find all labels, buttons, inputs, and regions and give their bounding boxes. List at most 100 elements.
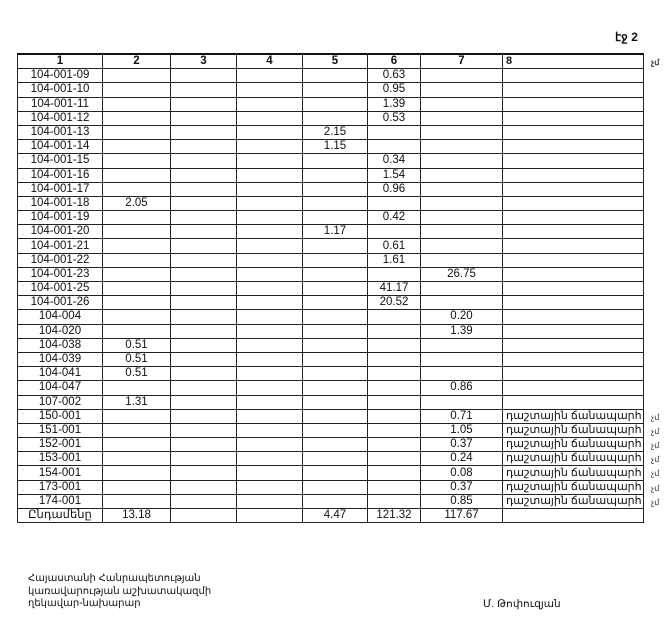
table-cell — [367, 380, 421, 396]
table-cell — [420, 238, 503, 254]
table-row: 104-001-21 0.61 — [17, 238, 644, 254]
table-cell: 41.17 — [367, 280, 421, 297]
row-suffix: չմ — [651, 483, 660, 493]
title-line: կառավարության աշխատակազմի — [28, 585, 212, 597]
cell-text: 104-041 — [38, 367, 82, 380]
table-cell — [302, 493, 368, 510]
table-cell — [502, 252, 644, 268]
table-cell: 104-001-21 — [17, 238, 103, 254]
table-cell: դաշտային ճանապարհ չմ — [502, 422, 659, 439]
table-cell — [236, 82, 303, 98]
table-row: 104-004 0.20 — [17, 309, 644, 325]
table-cell: 0.42 — [367, 210, 421, 226]
cell-text: 104-001-26 — [30, 296, 90, 309]
table-cell — [502, 266, 644, 283]
table-cell — [302, 437, 368, 453]
table-cell — [102, 96, 171, 112]
table-cell — [302, 479, 368, 495]
table-cell: 104-001-25 — [17, 280, 103, 297]
table-cell — [302, 295, 368, 311]
table-cell: 0.37 — [420, 437, 503, 453]
table-row: 104-001-12 0.53 — [17, 110, 644, 126]
table-cell — [502, 309, 644, 325]
table-cell — [236, 479, 303, 495]
table-row: 104-039 0.51 — [17, 351, 644, 368]
cell-text: 6 — [390, 55, 398, 68]
table-cell — [367, 422, 421, 439]
table-cell: 4.47 — [302, 507, 368, 524]
table-cell — [420, 337, 503, 353]
table-cell — [236, 323, 303, 339]
table-cell — [102, 493, 171, 510]
cell-text: 104-004 — [38, 310, 82, 323]
cell-text: 104-039 — [38, 353, 82, 366]
table-cell — [236, 124, 303, 141]
cell-text: 174-001 — [38, 494, 82, 507]
cell-text: դաշտային ճանապարհ — [506, 494, 642, 507]
table-cell — [302, 422, 368, 439]
table-cell — [170, 153, 237, 169]
table-cell: 121.32 — [367, 507, 421, 524]
cell-text: 104-001-22 — [30, 253, 90, 266]
table-cell — [236, 408, 303, 424]
table-cell — [302, 153, 368, 169]
table-row: 104-001-17 0.96 — [17, 181, 644, 197]
table-cell: 2.05 — [102, 195, 171, 212]
table-cell: դաշտային ճանապարհ չմ — [502, 437, 659, 453]
table-cell: 0.24 — [420, 451, 503, 467]
cell-text: 0.95 — [382, 83, 406, 96]
table-cell — [502, 181, 644, 197]
table-cell — [420, 96, 503, 112]
cell-text: 1 — [56, 55, 64, 68]
table-cell — [502, 139, 644, 155]
cell-text: 0.51 — [125, 338, 148, 351]
table-cell — [236, 96, 303, 112]
table-cell — [502, 124, 644, 141]
cell-text: 3 — [200, 55, 207, 68]
signatory-title: Հայաստանի Հանրապետության կառավարության ա… — [28, 573, 211, 611]
cell-text: 8 — [506, 55, 513, 68]
table-cell — [502, 337, 644, 353]
cell-text: 0.63 — [382, 69, 406, 82]
cell-text: 4.47 — [323, 509, 347, 522]
cell-text: 104-001-21 — [30, 239, 90, 252]
table-cell — [502, 351, 644, 368]
table-row: 104-038 0.51 — [17, 337, 644, 353]
cell-text: 2.05 — [125, 196, 148, 209]
table-cell — [170, 195, 237, 212]
table-cell — [367, 394, 421, 410]
table-cell — [420, 139, 503, 155]
table-cell — [367, 408, 421, 424]
table-row: 104-001-13 2.15 — [17, 124, 644, 141]
table-cell — [420, 224, 503, 240]
table-cell: 104-001-19 — [17, 210, 103, 226]
table-cell — [236, 394, 303, 410]
table-cell — [170, 351, 237, 368]
table-row: 150-001 0.71 դաշտային ճանապարհ չմ — [17, 408, 659, 424]
table-cell — [170, 110, 237, 126]
table-cell: 0.61 — [367, 238, 421, 254]
table-cell — [502, 323, 644, 339]
cell-text: 1.54 — [382, 168, 406, 181]
table-cell — [170, 408, 237, 424]
cell-text: 4 — [266, 55, 273, 68]
cell-text: 0.51 — [125, 353, 148, 366]
table-cell — [236, 351, 303, 368]
table-cell: 104-039 — [17, 351, 103, 368]
row-suffix: չմ — [651, 497, 660, 507]
cell-text: 104-001-16 — [30, 168, 90, 181]
table-cell — [420, 394, 503, 410]
table-cell — [170, 210, 237, 226]
table-cell: 0.53 — [367, 110, 421, 126]
cell-text: Ընդամենը — [28, 509, 92, 522]
table-cell — [102, 153, 171, 169]
table-cell — [367, 266, 421, 283]
table-cell — [170, 280, 237, 297]
cell-text: 104-001-12 — [30, 111, 90, 124]
table-row: 152-001 0.37 դաշտային ճանապարհ չմ — [17, 437, 659, 453]
table-cell: Ընդամենը — [17, 507, 103, 524]
table-cell — [502, 110, 644, 126]
table-cell — [170, 139, 237, 155]
table-cell — [302, 451, 368, 467]
table-cell: 152-001 — [17, 437, 103, 453]
